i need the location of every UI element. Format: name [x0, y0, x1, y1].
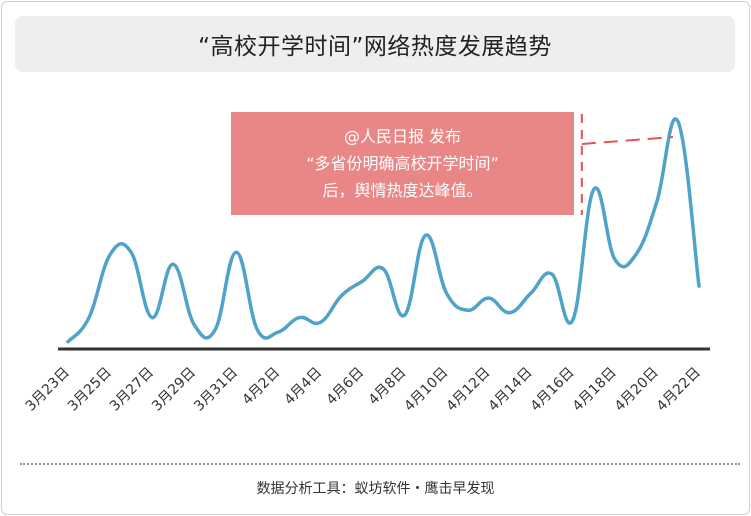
- x-tick-label: 4月4日: [282, 365, 326, 409]
- x-tick-label: 4月2日: [239, 365, 283, 409]
- annotation-pointer-dash: [581, 136, 674, 145]
- title-bar: “高校开学时间”网络热度发展趋势: [15, 16, 735, 72]
- x-tick-label: 4月22日: [654, 365, 704, 415]
- x-tick-label: 3月25日: [65, 365, 115, 415]
- x-tick-label: 3月27日: [107, 365, 157, 415]
- x-tick-label: 4月18日: [570, 365, 620, 415]
- series-line: [66, 117, 701, 344]
- x-tick-label: 4月16日: [528, 365, 578, 415]
- annotation-line-3: 后，舆情热度达峰值。: [322, 181, 483, 200]
- x-tick-label: 4月12日: [443, 365, 493, 415]
- annotation-box: @人民日报 发布 “多省份明确高校开学时间” 后，舆情热度达峰值。: [231, 112, 574, 215]
- footer-divider: [20, 463, 740, 465]
- x-tick-label: 4月14日: [486, 365, 536, 415]
- x-tick-label: 4月10日: [401, 365, 451, 415]
- x-tick-label: 3月29日: [149, 365, 199, 415]
- x-tick-label: 3月23日: [23, 365, 73, 415]
- footer-source: 数据分析工具：蚁坊软件・鹰击早发现: [256, 481, 495, 497]
- annotation-line-2: “多省份明确高校开学时间”: [306, 154, 499, 173]
- x-tick-label: 3月31日: [191, 365, 241, 415]
- x-tick-label: 4月6日: [324, 365, 368, 409]
- chart-title: “高校开学时间”网络热度发展趋势: [198, 34, 552, 60]
- x-tick-label: 4月20日: [612, 365, 662, 415]
- annotation-line-1: @人民日报 发布: [343, 127, 462, 146]
